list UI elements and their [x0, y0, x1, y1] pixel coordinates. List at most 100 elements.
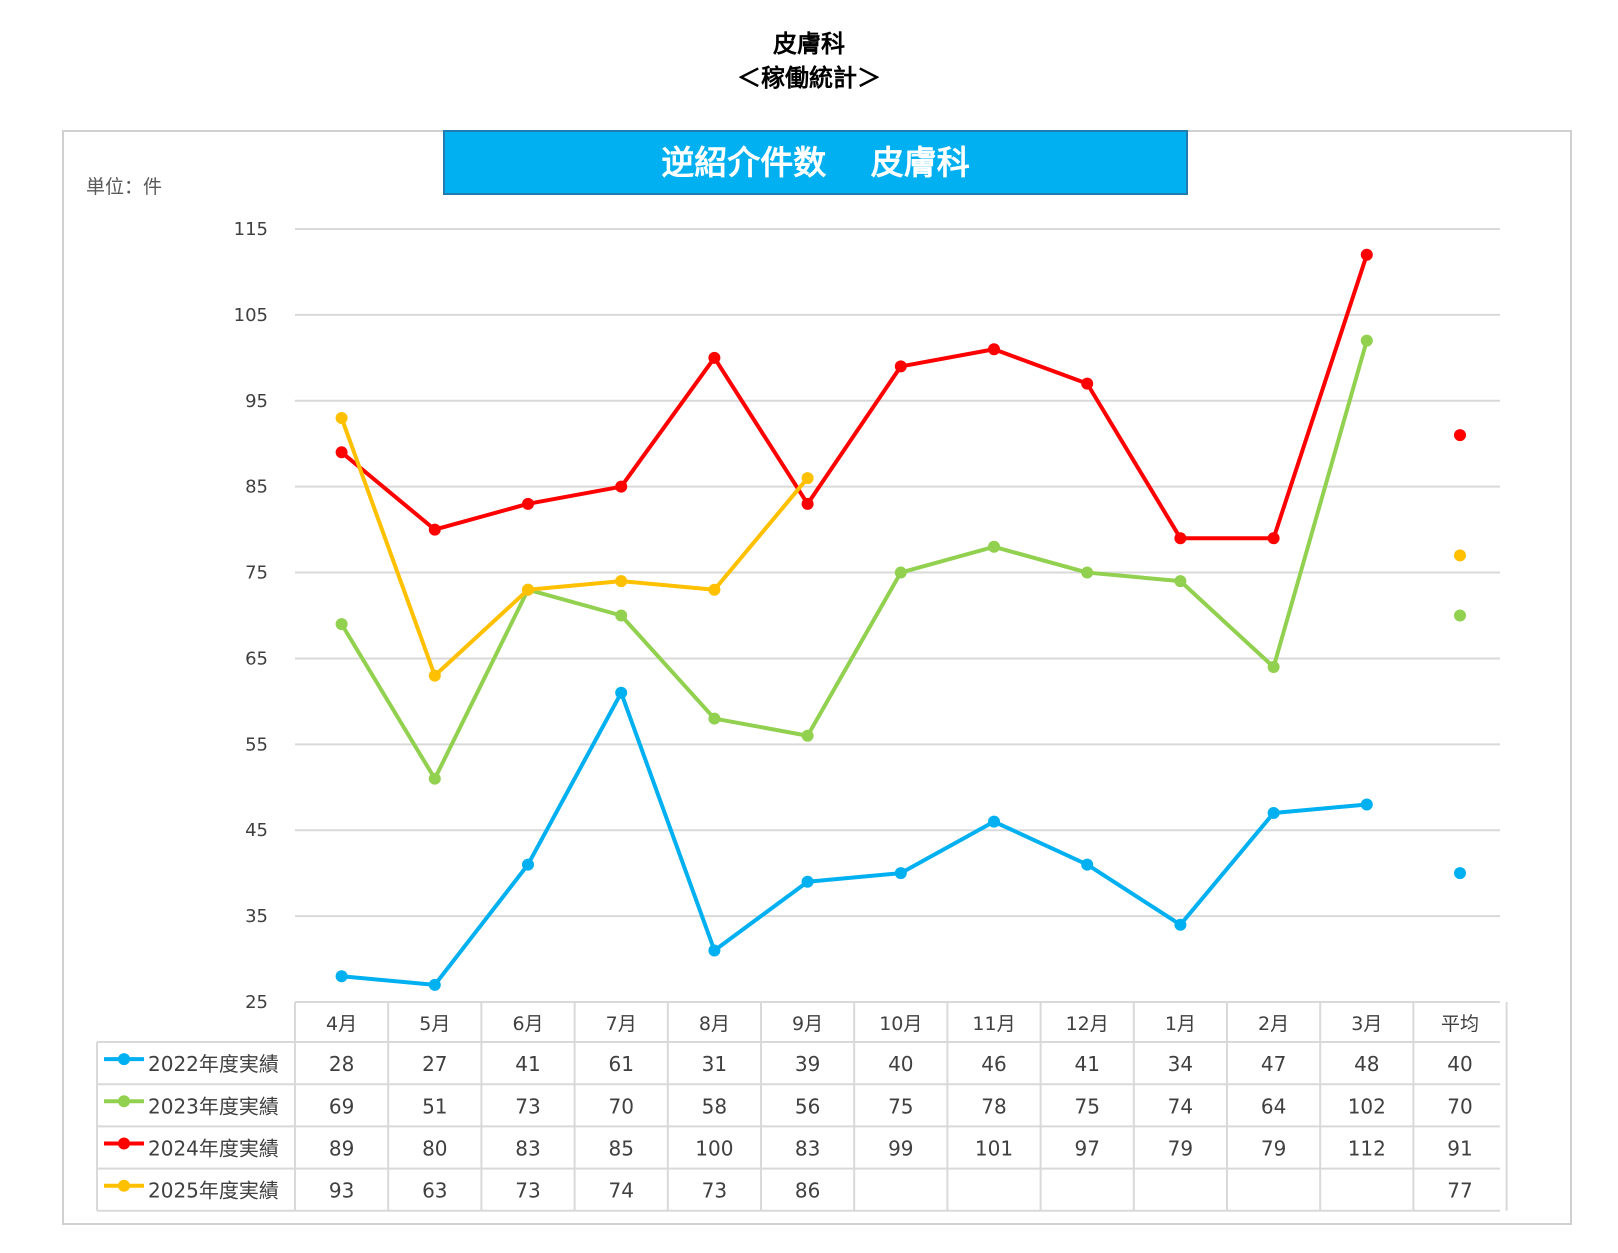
data-point — [1360, 798, 1373, 811]
data-table-cell: 78 — [981, 1094, 1006, 1118]
average-cell: 70 — [1447, 1094, 1472, 1118]
data-point — [615, 686, 628, 699]
data-point — [428, 772, 441, 785]
data-table-cell: 41 — [1074, 1052, 1099, 1076]
x-tick-label: 5月 — [419, 1013, 450, 1035]
data-table-cell: 89 — [329, 1137, 354, 1161]
average-point — [1454, 609, 1466, 622]
data-table-cell: 75 — [888, 1094, 913, 1118]
y-tick-label: 65 — [245, 648, 268, 669]
data-table-cell: 101 — [975, 1137, 1013, 1161]
data-point — [988, 815, 1000, 828]
legend-label: 2025年度実績 — [148, 1179, 279, 1203]
series-line — [339, 340, 1369, 781]
x-tick-label: 3月 — [1351, 1013, 1382, 1035]
legend-marker — [118, 1053, 130, 1066]
legend-label: 2022年度実績 — [148, 1052, 279, 1076]
data-point — [1174, 575, 1187, 588]
legend-marker — [118, 1179, 130, 1192]
data-point — [988, 540, 1000, 553]
data-point — [708, 583, 721, 596]
data-point — [988, 343, 1000, 356]
data-table-cell: 83 — [795, 1137, 820, 1161]
data-point — [522, 858, 534, 871]
x-tick-label: 1月 — [1165, 1013, 1196, 1035]
average-point — [1454, 549, 1466, 562]
data-point — [615, 575, 628, 588]
data-point — [615, 480, 628, 493]
data-point — [801, 472, 814, 485]
average-cell: 77 — [1447, 1179, 1472, 1203]
data-point — [428, 978, 441, 991]
data-point — [1174, 918, 1187, 931]
y-tick-label: 75 — [245, 563, 268, 584]
x-tick-label: 11月 — [972, 1013, 1015, 1035]
y-tick-label: 95 — [245, 391, 268, 412]
data-table-cell: 58 — [702, 1094, 727, 1118]
data-point — [522, 583, 534, 596]
data-table-cell: 100 — [695, 1137, 733, 1161]
average-cell: 40 — [1447, 1052, 1472, 1076]
average-point — [1454, 429, 1466, 442]
data-table-cell: 39 — [795, 1052, 820, 1076]
data-point — [1360, 248, 1373, 261]
x-tick-label: 10月 — [879, 1013, 922, 1035]
data-table-cell: 93 — [329, 1179, 354, 1203]
data-point — [894, 867, 907, 880]
data-point — [335, 970, 348, 983]
data-point — [708, 351, 721, 364]
x-tick-label: 9月 — [792, 1013, 823, 1035]
page-title: 皮膚科 — [773, 30, 845, 58]
data-table-cell: 80 — [422, 1137, 447, 1161]
data-point — [1360, 334, 1373, 347]
data-table-cell: 83 — [515, 1137, 540, 1161]
data-point — [1174, 532, 1187, 545]
data-table-cell: 48 — [1354, 1052, 1379, 1076]
data-table-cell: 112 — [1348, 1137, 1386, 1161]
data-table-cell: 70 — [608, 1094, 633, 1118]
data-point — [428, 669, 441, 682]
data-table-cell: 34 — [1168, 1052, 1193, 1076]
data-point — [708, 944, 721, 957]
y-tick-label: 85 — [245, 477, 268, 498]
data-table-cell: 69 — [329, 1094, 354, 1118]
legend-label: 2024年度実績 — [148, 1137, 279, 1161]
data-table-cell: 74 — [608, 1179, 633, 1203]
average-cell: 91 — [1447, 1137, 1472, 1161]
data-point — [801, 497, 814, 510]
y-tick-label: 105 — [234, 305, 268, 326]
data-point — [1267, 532, 1280, 545]
data-point — [1267, 807, 1280, 820]
data-table-cell: 97 — [1074, 1137, 1099, 1161]
legend-marker — [118, 1095, 130, 1108]
data-table-cell: 46 — [981, 1052, 1006, 1076]
data-table-cell: 99 — [888, 1137, 913, 1161]
data-point — [1081, 858, 1094, 871]
average-point — [1454, 867, 1466, 880]
data-table-cell: 40 — [888, 1052, 913, 1076]
data-table-cell: 73 — [515, 1179, 540, 1203]
x-tick-label: 4月 — [326, 1013, 357, 1035]
x-tick-label: 7月 — [606, 1013, 637, 1035]
data-table-cell: 102 — [1348, 1094, 1386, 1118]
data-table-cell: 73 — [702, 1179, 727, 1203]
y-tick-label: 35 — [245, 906, 268, 927]
unit-label: 単位：件 — [86, 176, 163, 198]
data-table-cell: 27 — [422, 1052, 447, 1076]
data-table-cell: 86 — [795, 1179, 820, 1203]
y-tick-label: 45 — [245, 820, 268, 841]
x-tick-label: 6月 — [512, 1013, 543, 1035]
legend-marker — [118, 1137, 130, 1150]
data-point — [335, 446, 348, 459]
data-table-cell: 79 — [1168, 1137, 1193, 1161]
series-line — [340, 254, 1369, 541]
data-table-cell: 61 — [608, 1052, 633, 1076]
average-header: 平均 — [1441, 1013, 1479, 1035]
data-point — [1081, 566, 1094, 579]
data-point — [708, 712, 721, 725]
page-subtitle: ＜稼働統計＞ — [737, 64, 881, 92]
chart-title-banner: 逆紹介件数 皮膚科 — [443, 130, 1188, 195]
data-table-cell: 63 — [422, 1179, 447, 1203]
data-point — [428, 523, 441, 536]
